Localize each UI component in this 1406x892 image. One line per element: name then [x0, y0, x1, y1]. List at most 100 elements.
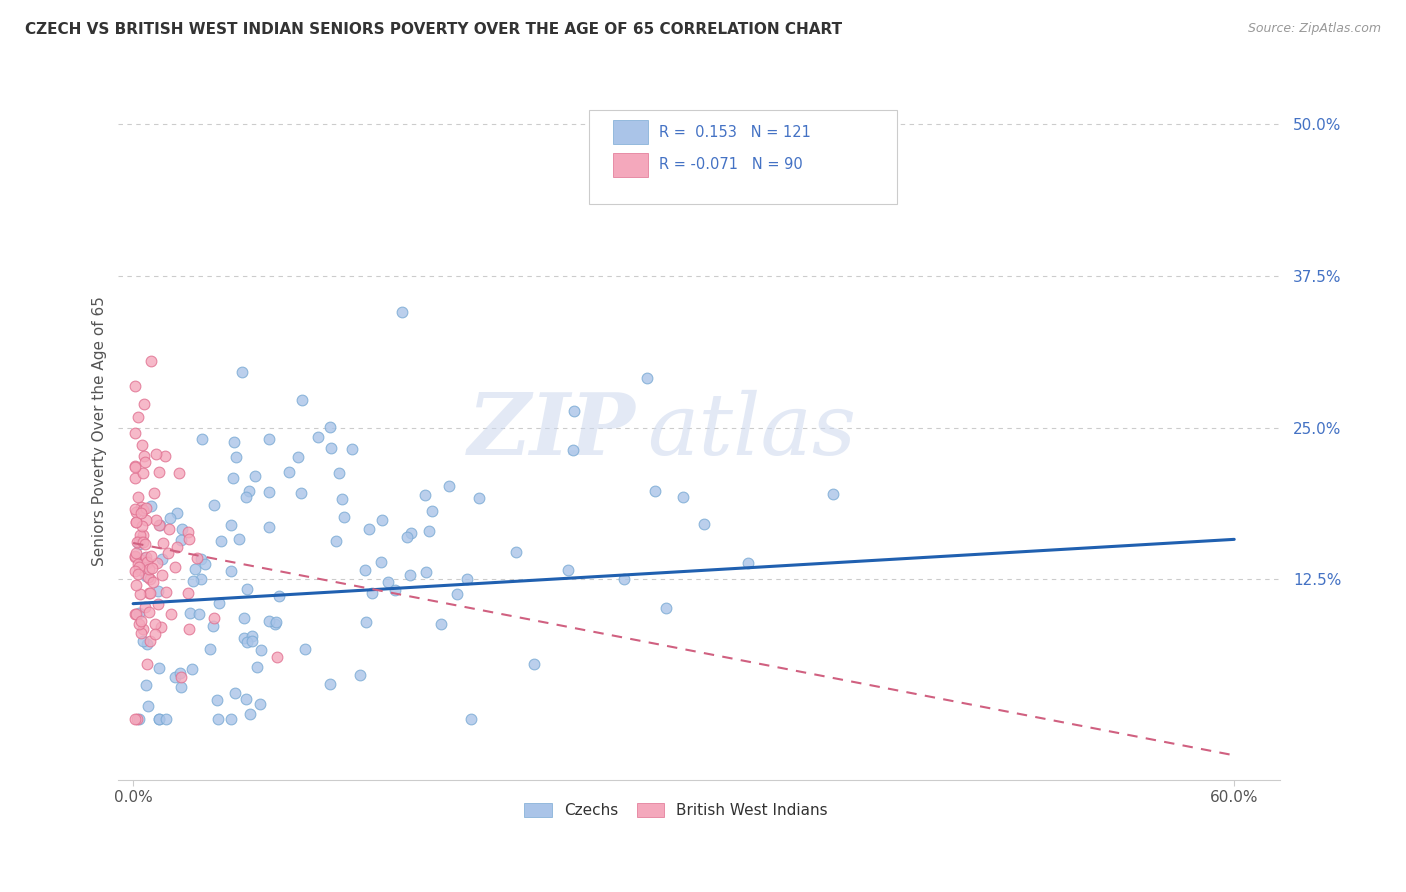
Point [224, 686, 246, 700]
Point [141, 354, 163, 368]
Point [264, 615, 287, 629]
Point [129, 625, 152, 640]
Point [264, 617, 287, 632]
Point [167, 466, 190, 480]
Point [557, 563, 579, 577]
Point [737, 556, 759, 570]
FancyBboxPatch shape [589, 110, 897, 204]
Point [165, 670, 187, 684]
Point [124, 379, 146, 393]
Point [128, 528, 150, 542]
Point [132, 396, 155, 410]
Point [131, 518, 153, 533]
Point [128, 559, 150, 574]
Point [823, 487, 845, 501]
Point [562, 443, 585, 458]
Point [399, 525, 422, 540]
Point [257, 432, 280, 446]
Point [159, 510, 181, 524]
Point [134, 455, 156, 469]
Point [150, 551, 173, 566]
Point [127, 535, 149, 549]
Point [460, 712, 482, 726]
Point [395, 530, 418, 544]
Point [134, 537, 156, 551]
Point [148, 583, 170, 598]
Point [190, 552, 212, 566]
Point [135, 555, 157, 569]
Point [125, 515, 148, 529]
Point [370, 555, 392, 569]
Point [166, 506, 188, 520]
Text: R =  0.153   N = 121: R = 0.153 N = 121 [658, 125, 810, 140]
Point [129, 563, 152, 577]
Point [124, 459, 146, 474]
Point [128, 712, 150, 726]
Point [125, 546, 148, 560]
Point [319, 419, 342, 434]
Point [172, 522, 194, 536]
Point [354, 563, 377, 577]
Point [160, 607, 183, 622]
Point [136, 699, 159, 714]
Point [644, 483, 666, 498]
Point [124, 578, 146, 592]
Point [138, 586, 160, 600]
Point [124, 502, 146, 516]
Point [221, 518, 243, 533]
Point [287, 450, 309, 464]
Point [384, 582, 406, 597]
Point [124, 425, 146, 440]
Point [446, 587, 468, 601]
Point [155, 584, 177, 599]
Point [259, 484, 281, 499]
Point [129, 587, 152, 601]
Point [131, 535, 153, 549]
Point [148, 661, 170, 675]
Point [132, 528, 155, 542]
Point [236, 582, 259, 596]
Text: CZECH VS BRITISH WEST INDIAN SENIORS POVERTY OVER THE AGE OF 65 CORRELATION CHAR: CZECH VS BRITISH WEST INDIAN SENIORS POV… [25, 22, 842, 37]
Point [135, 513, 157, 527]
Point [267, 589, 290, 603]
Point [129, 506, 152, 520]
Point [129, 503, 152, 517]
Point [184, 562, 207, 576]
Point [139, 572, 162, 586]
Point [205, 692, 228, 706]
Point [294, 641, 316, 656]
Y-axis label: Seniors Poverty Over the Age of 65: Seniors Poverty Over the Age of 65 [93, 296, 107, 566]
Point [219, 712, 242, 726]
Point [202, 610, 225, 624]
Point [330, 491, 353, 506]
Point [391, 305, 413, 319]
Point [124, 549, 146, 564]
Point [505, 545, 527, 559]
Point [236, 635, 259, 649]
Point [429, 616, 451, 631]
Point [148, 712, 170, 726]
Point [128, 537, 150, 551]
Point [145, 626, 167, 640]
Point [129, 553, 152, 567]
Point [124, 607, 146, 622]
Point [202, 619, 225, 633]
Point [636, 371, 658, 385]
Point [437, 478, 460, 492]
Point [398, 568, 420, 582]
Point [177, 524, 200, 539]
Point [249, 697, 271, 711]
Point [129, 615, 152, 629]
Legend: Czechs, British West Indians: Czechs, British West Indians [517, 797, 834, 824]
Point [136, 657, 159, 671]
Point [240, 634, 263, 648]
Point [654, 600, 676, 615]
Point [135, 678, 157, 692]
Point [155, 712, 177, 726]
Point [134, 600, 156, 615]
Point [228, 532, 250, 546]
Text: atlas: atlas [647, 390, 856, 472]
Point [156, 546, 179, 560]
Point [127, 490, 149, 504]
Point [179, 607, 201, 621]
